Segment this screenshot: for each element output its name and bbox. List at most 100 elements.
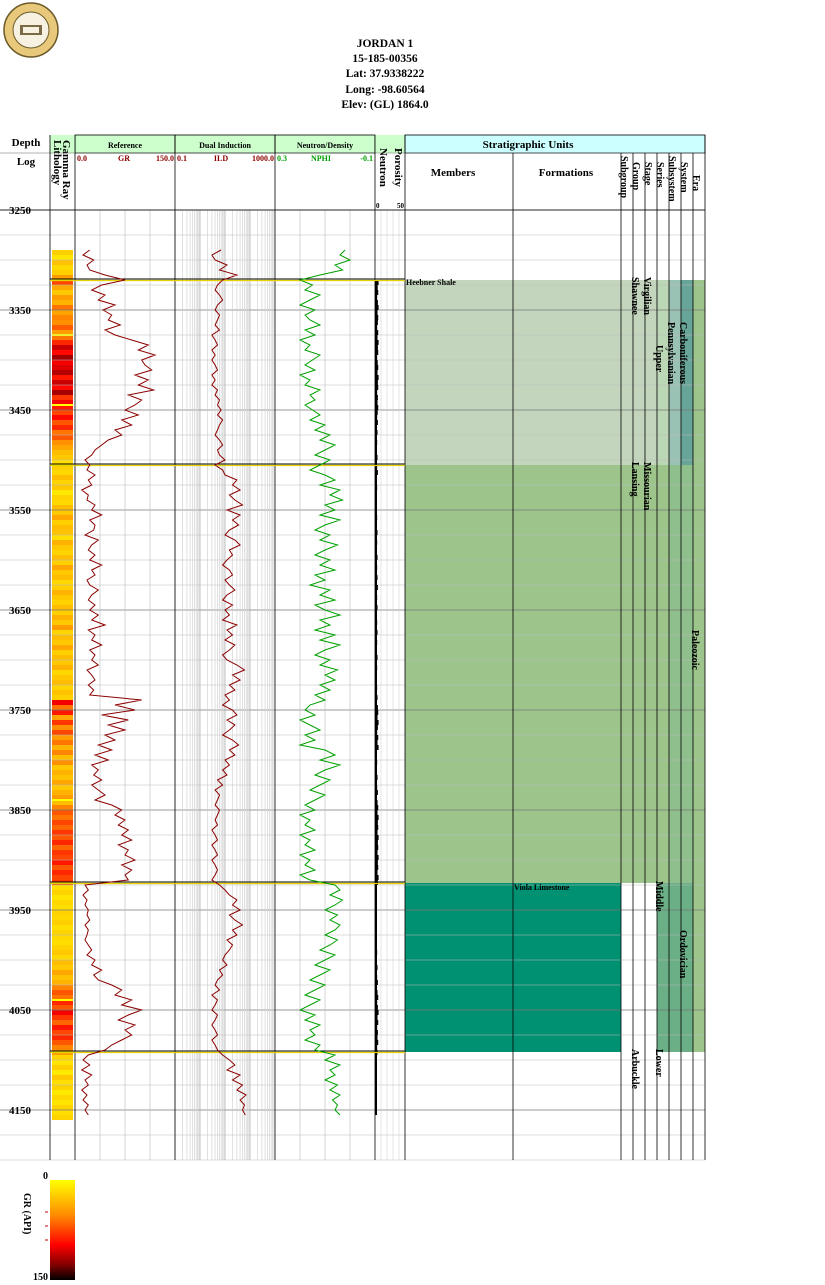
gamma-ray-label: Gamma Ray bbox=[60, 140, 72, 200]
lithology-band bbox=[52, 855, 73, 860]
porosity-bar bbox=[375, 775, 378, 780]
lithology-band bbox=[52, 390, 73, 395]
lithology-band bbox=[52, 1100, 73, 1105]
lithology-band bbox=[52, 580, 73, 585]
porosity-bar bbox=[375, 815, 379, 820]
porosity-bar bbox=[375, 575, 378, 580]
lithology-band bbox=[52, 450, 73, 455]
lithology-band bbox=[52, 975, 73, 980]
porosity-bar bbox=[375, 1035, 378, 1040]
porosity-bar bbox=[375, 690, 377, 695]
lithology-band bbox=[52, 250, 73, 255]
lithology-band bbox=[52, 540, 73, 545]
porosity-bar bbox=[375, 565, 378, 570]
porosity-bar bbox=[375, 925, 377, 930]
lithology-band bbox=[52, 1105, 73, 1110]
lithology-band bbox=[52, 885, 73, 890]
porosity-bar bbox=[375, 1055, 377, 1060]
porosity-bar bbox=[375, 590, 377, 595]
lithology-band bbox=[52, 825, 73, 830]
porosity-bar bbox=[375, 325, 378, 330]
reference-max: 150.0 bbox=[156, 154, 174, 163]
lithology-band bbox=[52, 740, 73, 745]
lithology-band bbox=[52, 1030, 73, 1035]
depth-label: 3250 bbox=[9, 205, 32, 217]
lithology-band bbox=[52, 925, 73, 930]
lithology-band bbox=[52, 945, 73, 950]
lithology-band bbox=[52, 970, 73, 975]
lithology-accent bbox=[52, 999, 73, 1001]
lithology-band bbox=[52, 1010, 73, 1015]
porosity-bar bbox=[375, 1100, 377, 1105]
series-middle-label: Middle bbox=[653, 881, 664, 912]
well-name: JORDAN 1 bbox=[356, 38, 414, 50]
porosity-bar bbox=[375, 965, 378, 970]
porosity-bar bbox=[375, 955, 377, 960]
porosity-bar bbox=[375, 1015, 378, 1020]
lithology-band bbox=[52, 635, 73, 640]
lithology-band bbox=[52, 485, 73, 490]
depth-label: 3550 bbox=[9, 505, 32, 517]
porosity-bar bbox=[375, 975, 378, 980]
lithology-band bbox=[52, 615, 73, 620]
formation-tops bbox=[50, 278, 405, 1054]
porosity-bar bbox=[375, 635, 377, 640]
lithology-band bbox=[52, 680, 73, 685]
porosity-bar bbox=[375, 560, 377, 565]
porosity-bar bbox=[375, 500, 377, 505]
porosity-bar bbox=[375, 555, 378, 560]
porosity-bar bbox=[375, 805, 379, 810]
lithology-band bbox=[52, 500, 73, 505]
ild-curve bbox=[211, 249, 247, 1116]
porosity-bar bbox=[375, 540, 378, 545]
lithology-band bbox=[52, 310, 73, 315]
gr-curve bbox=[80, 249, 157, 1116]
era-paleozoic-label: Paleozoic bbox=[689, 630, 700, 671]
porosity-bar bbox=[375, 735, 379, 740]
lithology-band bbox=[52, 600, 73, 605]
lithology-band bbox=[52, 655, 73, 660]
well-header: JORDAN 1 15-185-00356 Lat: 37.9338222 Lo… bbox=[300, 37, 470, 113]
lithology-band bbox=[52, 650, 73, 655]
porosity-bar bbox=[375, 700, 377, 705]
porosity-bar bbox=[375, 755, 377, 760]
porosity-bar bbox=[375, 390, 378, 395]
lithology-band bbox=[52, 1005, 73, 1010]
lithology-band bbox=[52, 415, 73, 420]
lithology-band bbox=[52, 270, 73, 275]
strat-col-shawnee bbox=[621, 280, 657, 465]
porosity-bar bbox=[375, 740, 378, 745]
porosity-bar bbox=[375, 935, 377, 940]
lithology-band bbox=[52, 725, 73, 730]
lithology-band bbox=[52, 355, 73, 360]
porosity-bar bbox=[375, 1060, 377, 1065]
lithology-band bbox=[52, 295, 73, 300]
porosity-bar bbox=[375, 290, 379, 295]
lithology-band bbox=[52, 900, 73, 905]
lithology-band bbox=[52, 480, 73, 485]
system-carboniferous-label: Carboniferous bbox=[677, 322, 688, 384]
porosity-bar bbox=[375, 610, 377, 615]
lithology-band bbox=[52, 785, 73, 790]
lithology-band bbox=[52, 445, 73, 450]
lithology-track bbox=[52, 250, 73, 1120]
lithology-band bbox=[52, 490, 73, 495]
porosity-bar bbox=[375, 750, 377, 755]
gr-color-scale bbox=[50, 1180, 75, 1280]
porosity-bar bbox=[375, 1005, 378, 1010]
porosity-bar bbox=[375, 430, 378, 435]
log-curves bbox=[80, 249, 352, 1116]
neutron-density-curve: NPHI bbox=[311, 154, 331, 163]
lithology-band bbox=[52, 280, 73, 285]
lithology-label: Lithology bbox=[51, 140, 63, 186]
lithology-band bbox=[52, 285, 73, 290]
porosity-bar bbox=[375, 885, 377, 890]
porosity-bar bbox=[375, 890, 377, 895]
lithology-band bbox=[52, 780, 73, 785]
strat-col-carb2 bbox=[681, 465, 693, 883]
porosity-bar bbox=[375, 785, 378, 790]
lithology-band bbox=[52, 515, 73, 520]
porosity-bar bbox=[375, 475, 377, 480]
porosity-bar bbox=[375, 1095, 377, 1100]
group-header: Group bbox=[630, 162, 641, 191]
